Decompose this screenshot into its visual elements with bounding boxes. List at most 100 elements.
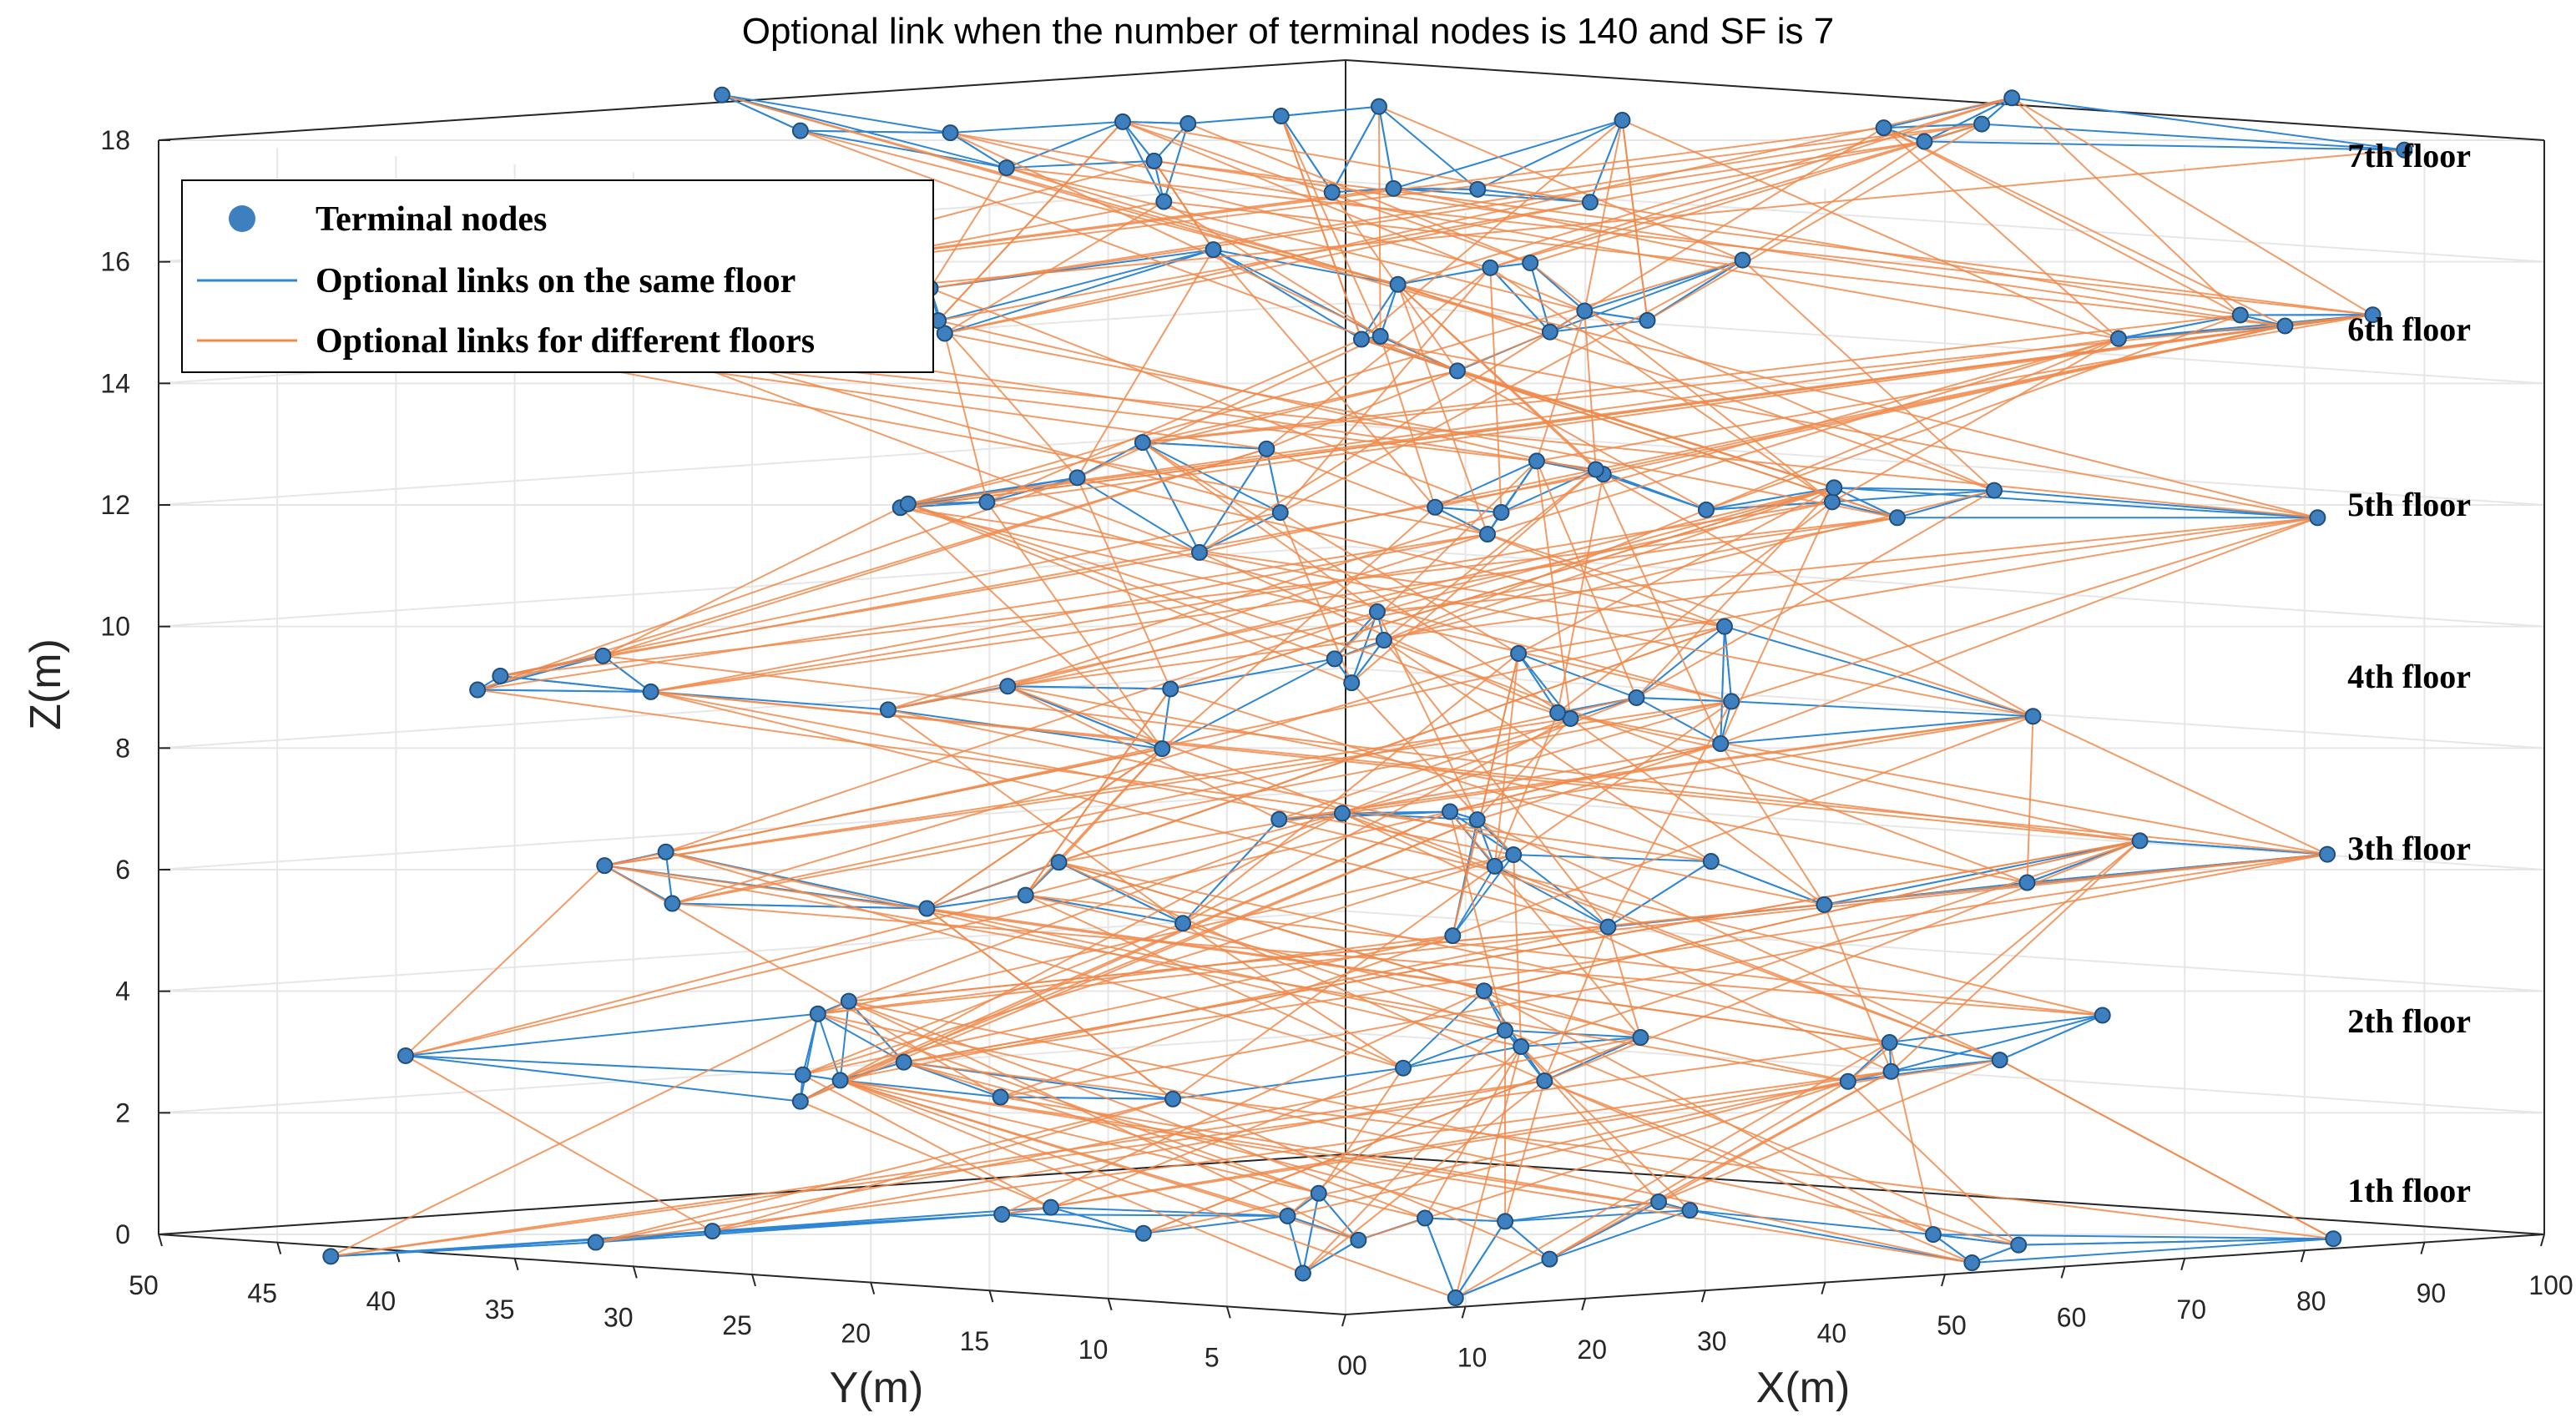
- terminal-node: [1650, 1193, 1668, 1211]
- terminal-node: [1134, 434, 1151, 452]
- x-tick-label: 60: [2057, 1302, 2087, 1332]
- terminal-node: [594, 647, 612, 664]
- same-floor-link: [1972, 1238, 2334, 1264]
- cross-floor-link: [1006, 167, 1585, 312]
- cross-floor-link: [987, 338, 1362, 503]
- same-floor-link: [1002, 1213, 1144, 1234]
- same-floor-link: [1435, 506, 1502, 513]
- cross-floor-link: [1847, 1081, 2019, 1246]
- cross-floor-link: [1720, 743, 1826, 906]
- links: [330, 93, 2405, 1299]
- terminal-node: [1986, 482, 2003, 499]
- same-floor-link: [1182, 819, 1280, 924]
- cross-floor-link: [1154, 159, 2286, 327]
- same-floor-link: [1008, 685, 1171, 690]
- cross-floor-link: [1543, 1080, 1934, 1236]
- cross-floor-link: [1287, 1080, 1849, 1217]
- y-tick-mark: [276, 1242, 282, 1254]
- same-floor-link: [1705, 487, 1835, 511]
- cross-floor-link: [1302, 1080, 1545, 1274]
- cross-floor-link: [930, 140, 1925, 290]
- cross-floor-link: [665, 850, 1404, 1069]
- terminal-node: [2094, 1007, 2111, 1024]
- terminal-node: [704, 1223, 721, 1240]
- cross-floor-link: [1831, 337, 2119, 503]
- cross-floor-link: [405, 812, 1343, 1057]
- terminal-node: [1271, 504, 1289, 522]
- terminal-node: [840, 992, 857, 1010]
- cross-floor-link: [405, 810, 1451, 1057]
- same-floor-link: [331, 1241, 596, 1258]
- terminal-node: [1017, 886, 1034, 904]
- same-floor-link: [721, 93, 951, 134]
- cross-floor-link: [1489, 267, 1503, 512]
- same-floor-link: [1636, 696, 1732, 703]
- cross-floor-link: [2033, 715, 2328, 855]
- terminal-node: [2231, 306, 2249, 324]
- cross-floor-link: [477, 689, 1711, 863]
- same-floor-link: [1924, 140, 2405, 151]
- z-tick-label: 8: [115, 733, 130, 763]
- terminal-node: [809, 1005, 826, 1022]
- cross-floor-link: [331, 1080, 1545, 1258]
- terminal-node: [1513, 1038, 1530, 1056]
- same-floor-link: [1824, 840, 2140, 906]
- cross-floor-link: [1535, 310, 1586, 462]
- y-tick-label: 30: [604, 1302, 634, 1332]
- cross-floor-link: [1493, 712, 1559, 867]
- cross-floor-link: [1518, 517, 2318, 654]
- terminal-node: [2003, 89, 2021, 107]
- cross-floor-link: [672, 652, 1519, 905]
- x-tick-label: 00: [1337, 1350, 1367, 1380]
- y-tick-mark: [158, 1234, 163, 1247]
- cross-floor-link: [1557, 711, 2140, 842]
- cross-floor-link: [1397, 284, 1597, 471]
- cross-floor-link: [672, 696, 1637, 905]
- terminal-node: [1734, 251, 1751, 269]
- same-floor-link: [2012, 97, 2405, 151]
- cross-floor-link: [1280, 267, 1492, 513]
- same-floor-link: [1050, 1206, 1144, 1234]
- terminal-node: [1375, 632, 1392, 649]
- cross-floor-link: [1513, 855, 1523, 1047]
- cross-floor-link: [1569, 718, 1826, 906]
- terminal-node: [1333, 805, 1351, 822]
- same-floor-link: [405, 1054, 801, 1103]
- same-floor-link: [1834, 487, 2318, 519]
- same-floor-link: [1172, 1067, 1404, 1100]
- terminal-node: [1522, 254, 1539, 271]
- terminal-node: [1482, 259, 1499, 276]
- cross-floor-link: [1883, 127, 2241, 316]
- terminal-node: [1628, 689, 1645, 706]
- y-tick-mark: [632, 1266, 638, 1279]
- cross-floor-link: [1557, 501, 1833, 714]
- cross-floor-link: [1164, 200, 2286, 327]
- terminal-node: [2131, 832, 2149, 850]
- cross-floor-link: [1583, 119, 1624, 311]
- terminal-node: [1576, 302, 1594, 320]
- same-floor-link: [1834, 487, 1995, 492]
- cross-floor-link: [987, 314, 2373, 503]
- terminal-node: [1395, 1059, 1412, 1077]
- same-floor-link: [650, 690, 888, 711]
- legend: Terminal nodes Optional links on the sam…: [181, 179, 934, 373]
- terminal-node: [322, 1248, 340, 1265]
- cross-floor-link: [477, 477, 1078, 691]
- terminal-node: [831, 1072, 849, 1089]
- cross-floor-link: [1154, 159, 2373, 316]
- cross-floor-link: [650, 690, 1609, 928]
- terminal-node: [1826, 479, 1843, 497]
- terminal-node: [713, 86, 730, 103]
- cross-floor-link: [1076, 249, 1215, 478]
- same-floor-link: [405, 1012, 818, 1057]
- same-floor-link: [800, 129, 951, 134]
- cross-floor-link: [1379, 336, 1437, 508]
- same-floor-link: [1500, 460, 1538, 513]
- cross-floor-link: [1378, 105, 1743, 261]
- cross-floor-link: [887, 709, 1184, 925]
- terminal-node: [1145, 152, 1163, 169]
- cross-floor-link: [1025, 894, 2103, 1017]
- same-floor-link: [602, 655, 652, 693]
- cross-floor-link: [1153, 160, 1215, 250]
- cross-floor-link: [1199, 551, 1558, 714]
